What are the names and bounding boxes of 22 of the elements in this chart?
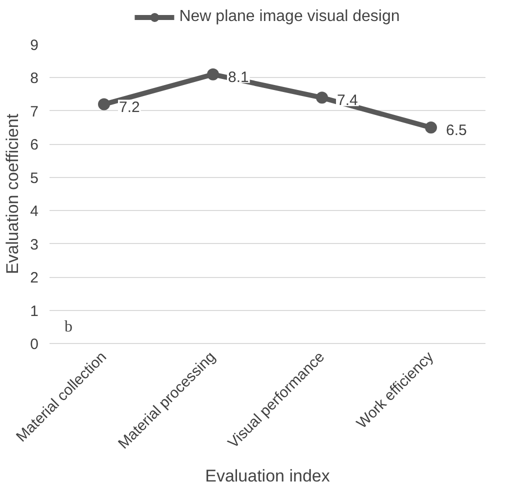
data-label: 6.5 [446,122,467,140]
legend-label: New plane image visual design [179,8,400,26]
y-axis-title: Evaluation coefficient [3,114,22,274]
data-label: 8.1 [228,68,249,86]
data-label: 7.4 [337,92,358,110]
point [316,92,328,104]
y-tick-label: 9 [30,37,38,54]
y-tick-label: 7 [30,103,38,120]
y-tick-label: 1 [30,302,38,320]
point [425,122,437,134]
y-tick-label: 2 [30,270,38,287]
y-tick-label: 5 [30,170,38,187]
point [207,68,219,80]
x-axis-title: Evaluation index [205,466,330,486]
point [98,98,110,110]
data-label: 7.2 [119,98,140,116]
y-tick-label: 3 [30,236,38,254]
y-tick-label: 0 [30,336,38,353]
annotation: b [64,318,72,336]
y-tick-label: 6 [30,136,38,154]
y-tick-label: 8 [30,70,38,88]
y-tick-label: 4 [30,203,38,220]
